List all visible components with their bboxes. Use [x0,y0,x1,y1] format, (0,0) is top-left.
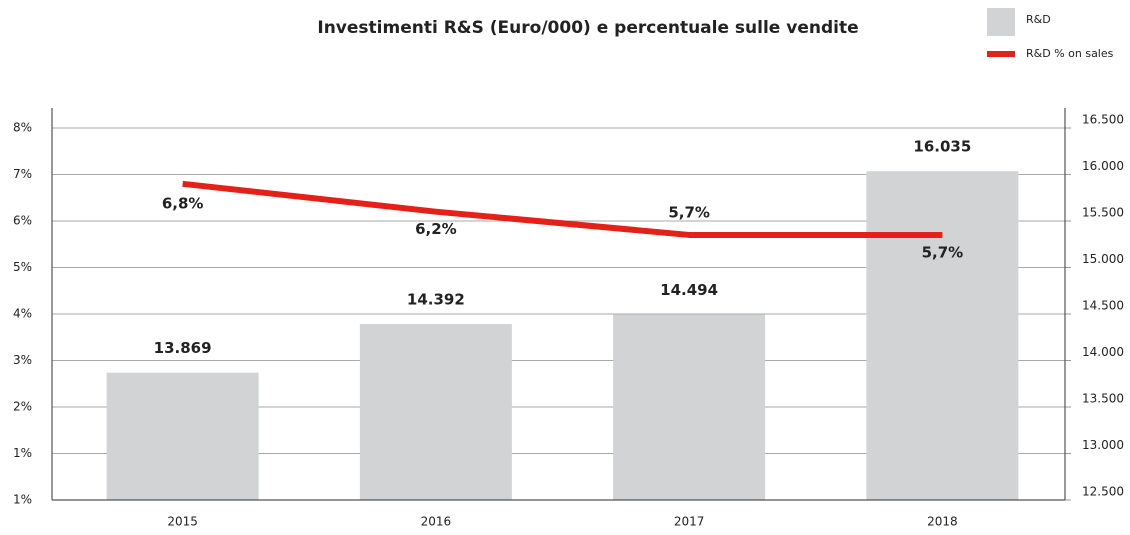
y-tick-label: 3% [13,353,32,367]
line [182,180,943,238]
legend-label: R&D [1026,13,1051,26]
line-value-label: 6,2% [415,220,457,238]
y2-tick-label: 15.500 [1082,206,1124,220]
x-tick-label: 2018 [927,515,958,529]
y-tick-label: 4% [13,307,32,321]
y-tick-label: 8% [13,121,32,135]
bar [359,324,512,500]
y-tick-label: 7% [13,167,32,181]
x-tick-label: 2017 [674,515,705,529]
bar [613,314,766,500]
bar-value-label: 16.035 [913,138,971,156]
chart-title: Investimenti R&S (Euro/000) e percentual… [317,18,858,38]
y-tick-label: 2% [13,400,32,414]
y2-tick-label: 14.000 [1082,345,1124,359]
y2-tick-label: 16.000 [1082,159,1124,173]
legend-swatch [987,8,1015,36]
y2-tick-label: 12.500 [1082,485,1124,499]
y2-tick-label: 13.500 [1082,392,1124,406]
y-tick-label: 1% [13,493,32,507]
y-tick-label: 1% [13,446,32,460]
bar-value-label: 13.869 [154,339,212,357]
line-value-label: 5,7% [668,203,710,221]
x-tick-label: 2016 [421,515,452,529]
y2-tick-label: 16.500 [1082,113,1124,127]
y2-tick-label: 14.500 [1082,299,1124,313]
bar [866,171,1019,500]
legend-label: R&D % on sales [1026,47,1114,60]
y-tick-label: 6% [13,214,32,228]
y2-tick-label: 13.000 [1082,438,1124,452]
y2-tick-label: 15.000 [1082,252,1124,266]
bar-value-label: 14.494 [660,281,718,299]
x-tick-label: 2015 [167,515,198,529]
bar [106,372,259,500]
bar-value-label: 14.392 [407,291,465,309]
line-value-label: 6,8% [162,194,204,212]
line-value-label: 5,7% [922,243,964,261]
y-tick-label: 5% [13,260,32,274]
